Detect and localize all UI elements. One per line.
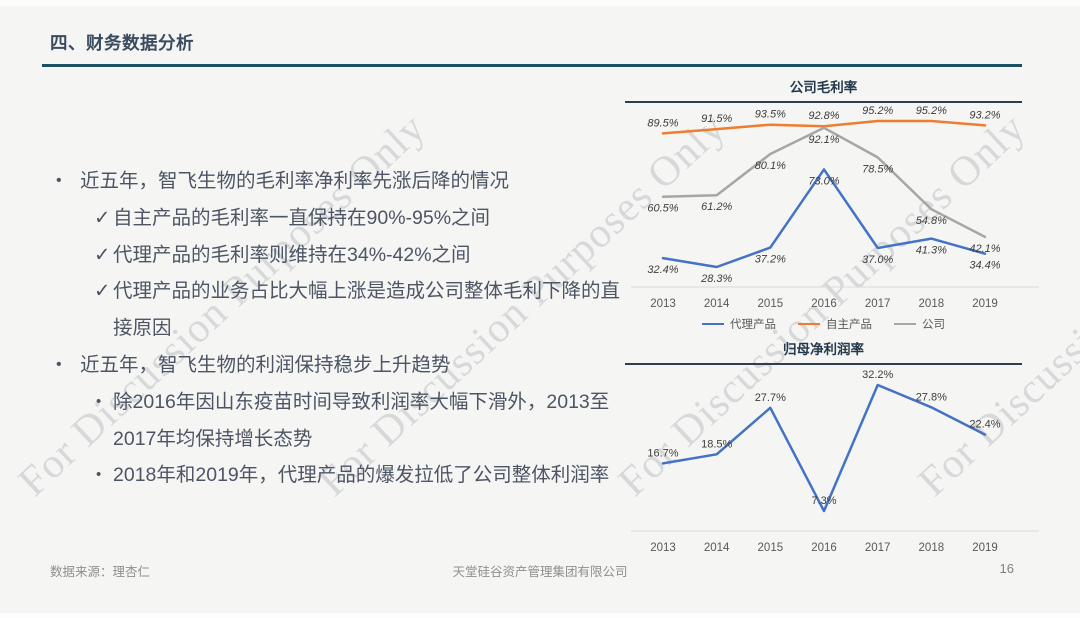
svg-text:28.3%: 28.3% <box>700 273 732 285</box>
svg-text:18.5%: 18.5% <box>701 438 732 450</box>
chart-legend: 代理产品 自主产品 公司 <box>625 316 1022 332</box>
legend-item-agency: 代理产品 <box>702 316 776 332</box>
net-margin-plot: 2013 2014 2015 2016 2017 2018 2019 16.7% 18.5% 27… <box>631 369 1039 554</box>
svg-text:91.5%: 91.5% <box>701 113 732 125</box>
bullet-text: 2018年和2019年，代理产品的爆发拉低了公司整体利润率 <box>113 464 610 487</box>
svg-text:42.1%: 42.1% <box>969 243 1000 255</box>
svg-text:93.2%: 93.2% <box>969 109 1000 121</box>
legend-swatch-own <box>798 322 820 326</box>
bullet-marker: • <box>96 392 102 410</box>
chart-title: 归母净利润率 <box>783 342 864 357</box>
net-margin-chart: 归母净利润率 2013 2014 2015 2016 2017 2018 2019 16.7%… <box>625 338 1045 559</box>
check-marker: ✓ <box>94 206 111 229</box>
bullet-item: • 2018年和2019年，代理产品的爆发拉低了公司整体利润率 <box>50 457 628 494</box>
svg-text:2019: 2019 <box>972 298 998 310</box>
svg-text:78.5%: 78.5% <box>862 163 893 175</box>
bullet-marker: • <box>56 355 62 373</box>
svg-text:89.5%: 89.5% <box>647 117 678 129</box>
svg-text:2014: 2014 <box>704 542 730 554</box>
svg-text:27.8%: 27.8% <box>916 391 947 403</box>
bullet-item: ✓ 代理产品的毛利率则维持在34%-42%之间 <box>50 237 628 274</box>
svg-text:2017: 2017 <box>865 298 891 310</box>
svg-text:27.7%: 27.7% <box>755 392 786 404</box>
bullet-text: 近五年，智飞生物的利润保持稳步上升趋势 <box>80 353 451 376</box>
bullet-text: 自主产品的毛利率一直保持在90%-95%之间 <box>113 206 491 229</box>
svg-text:80.1%: 80.1% <box>755 160 786 172</box>
bullet-item: • 近五年，智飞生物的毛利率净利率先涨后降的情况 <box>50 163 628 200</box>
svg-text:2018: 2018 <box>919 298 945 310</box>
chart-title: 公司毛利率 <box>789 80 858 95</box>
svg-text:95.2%: 95.2% <box>862 105 893 117</box>
bullet-marker: • <box>56 172 62 189</box>
svg-text:54.8%: 54.8% <box>916 215 947 227</box>
svg-text:93.5%: 93.5% <box>755 109 786 121</box>
bullet-text: 代理产品的业务占比大幅上涨是造成公司整体毛利下降的直接原因 <box>113 280 621 340</box>
chart-title-underline <box>625 101 1022 103</box>
check-marker: ✓ <box>94 243 111 266</box>
svg-text:2016: 2016 <box>811 298 837 310</box>
svg-text:41.3%: 41.3% <box>916 245 947 257</box>
bullet-item: ✓ 代理产品的业务占比大幅上涨是造成公司整体毛利下降的直接原因 <box>50 273 628 347</box>
legend-item-company: 公司 <box>894 316 945 332</box>
company-name: 天堂硅谷资产管理集团有限公司 <box>452 565 628 579</box>
svg-text:32.2%: 32.2% <box>862 369 893 381</box>
svg-text:34.4%: 34.4% <box>969 260 1000 272</box>
gross-margin-plot: 2013 2014 2015 2016 2017 2018 2019 32.4% 28.3% 37… <box>631 105 1039 310</box>
legend-swatch-agency <box>702 322 724 326</box>
chart-title-underline <box>625 363 1022 365</box>
svg-text:37.0%: 37.0% <box>862 254 893 266</box>
legend-item-own: 自主产品 <box>798 316 872 332</box>
legend-label: 自主产品 <box>826 319 872 331</box>
bullet-item: • 除2016年因山东疫苗时间导致利润率大幅下滑外，2013至2017年均保持增… <box>50 384 628 458</box>
page-title: 四、财务数据分析 <box>50 33 194 53</box>
svg-text:95.2%: 95.2% <box>916 105 947 117</box>
slide-edge-bottom <box>0 613 1080 618</box>
svg-text:2016: 2016 <box>811 542 837 554</box>
svg-text:2014: 2014 <box>704 298 730 310</box>
bullet-item: • 近五年，智飞生物的利润保持稳步上升趋势 <box>50 347 628 384</box>
svg-text:2018: 2018 <box>919 542 945 554</box>
svg-text:22.4%: 22.4% <box>969 419 1000 431</box>
svg-text:37.2%: 37.2% <box>755 254 786 266</box>
page-number: 16 <box>999 561 1014 576</box>
check-marker: ✓ <box>94 280 111 303</box>
svg-text:7.3%: 7.3% <box>811 495 836 507</box>
svg-text:2017: 2017 <box>865 542 891 554</box>
legend-label: 代理产品 <box>730 319 776 331</box>
svg-text:2015: 2015 <box>758 298 784 310</box>
svg-text:92.1%: 92.1% <box>808 134 839 146</box>
bullet-text: 近五年，智飞生物的毛利率净利率先涨后降的情况 <box>80 170 510 192</box>
gross-margin-chart: 公司毛利率 2013 2014 2015 2016 2017 2018 2019 32.4% 2… <box>625 76 1045 332</box>
bullet-text: 代理产品的毛利率则维持在34%-42%之间 <box>113 243 471 266</box>
svg-text:16.7%: 16.7% <box>647 447 678 459</box>
bullet-text: 除2016年因山东疫苗时间导致利润率大幅下滑外，2013至2017年均保持增长态… <box>113 390 610 450</box>
legend-swatch-company <box>894 322 916 326</box>
svg-text:73.0%: 73.0% <box>808 175 839 187</box>
bullet-marker: • <box>96 466 102 484</box>
slide-footer: 数据来源：理杏仁 天堂硅谷资产管理集团有限公司 16 <box>0 561 1080 581</box>
bullet-list: • 近五年，智飞生物的毛利率净利率先涨后降的情况 ✓ 自主产品的毛利率一直保持在… <box>50 163 628 494</box>
svg-text:60.5%: 60.5% <box>647 203 678 215</box>
svg-text:2019: 2019 <box>972 542 998 554</box>
svg-text:61.2%: 61.2% <box>701 201 732 213</box>
bullet-item: ✓ 自主产品的毛利率一直保持在90%-95%之间 <box>50 200 628 237</box>
svg-text:2013: 2013 <box>650 542 676 554</box>
svg-text:2013: 2013 <box>650 298 676 310</box>
slide-edge-top <box>0 0 1080 6</box>
svg-text:2015: 2015 <box>758 542 784 554</box>
data-source: 数据来源：理杏仁 <box>50 565 151 579</box>
legend-label: 公司 <box>922 319 945 331</box>
svg-text:92.8%: 92.8% <box>808 110 839 122</box>
title-underline <box>42 64 1022 67</box>
svg-text:32.4%: 32.4% <box>647 264 678 276</box>
